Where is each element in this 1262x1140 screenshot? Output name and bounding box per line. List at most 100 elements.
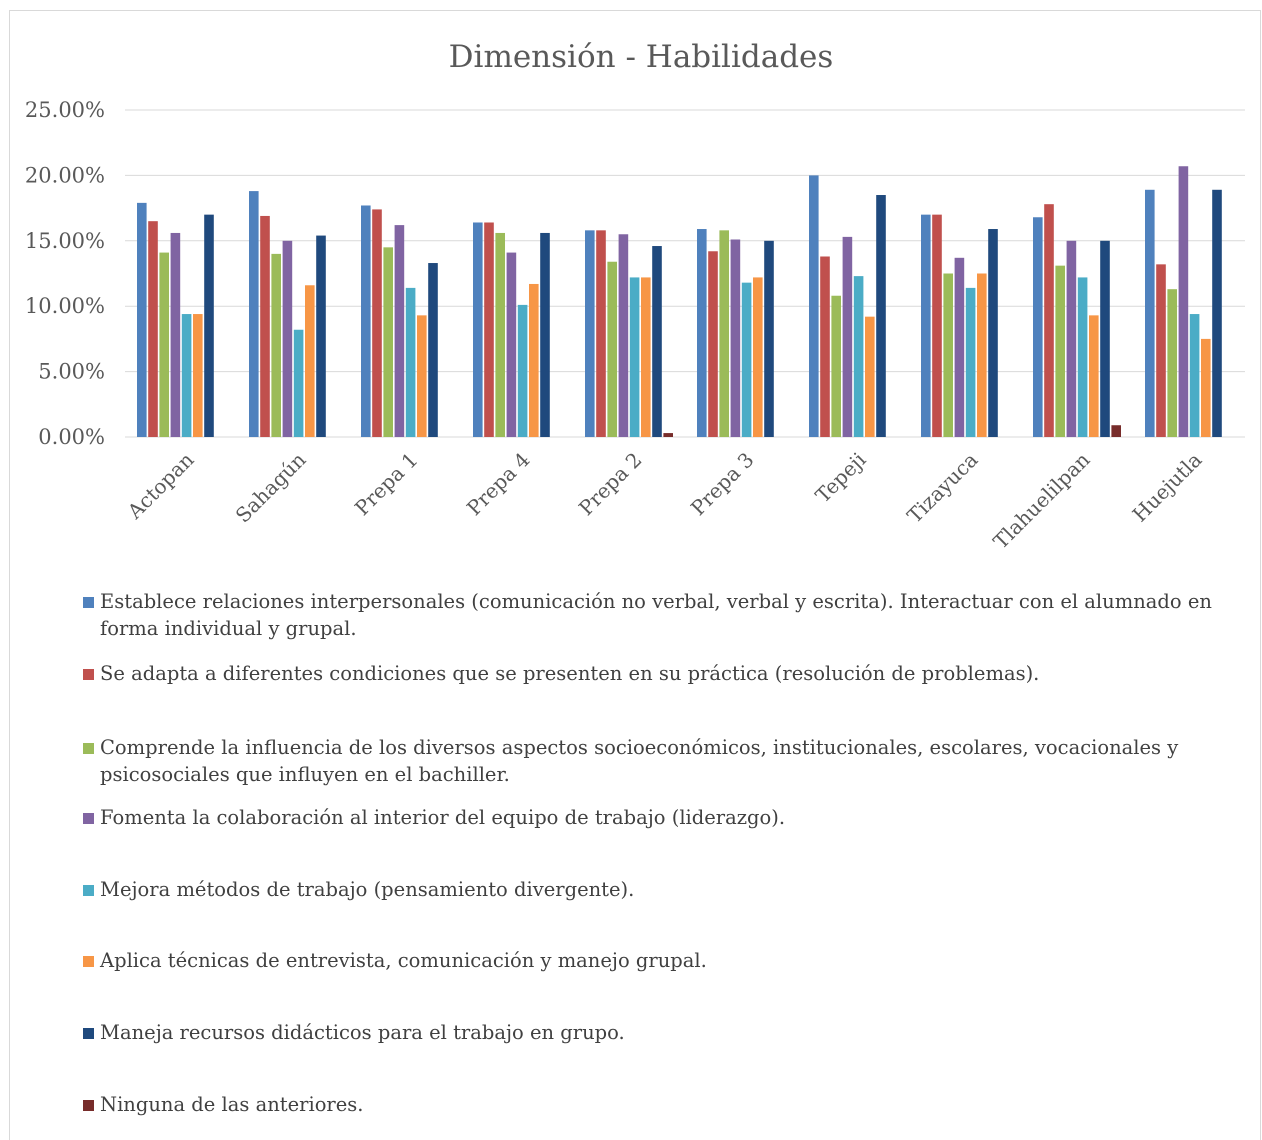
bar bbox=[506, 252, 517, 437]
bar bbox=[943, 273, 953, 437]
bar bbox=[529, 283, 539, 437]
bar bbox=[831, 295, 841, 437]
bar bbox=[809, 175, 819, 437]
bar bbox=[820, 256, 830, 437]
bar bbox=[641, 277, 651, 437]
bar bbox=[293, 329, 304, 437]
category-label: Prepa 2 bbox=[574, 448, 647, 521]
bar bbox=[204, 214, 214, 437]
bar bbox=[663, 433, 673, 437]
bar bbox=[495, 232, 505, 437]
bar bbox=[517, 304, 528, 437]
y-tick-label: 25.00% bbox=[25, 98, 105, 122]
bar bbox=[629, 277, 640, 437]
bar bbox=[652, 246, 662, 437]
bar bbox=[170, 232, 181, 437]
bar bbox=[697, 229, 707, 437]
bar bbox=[708, 251, 718, 437]
bar bbox=[1156, 264, 1166, 437]
legend-label: Se adapta a diferentes condiciones que s… bbox=[100, 662, 1040, 685]
legend-label: Mejora métodos de trabajo (pensamiento d… bbox=[100, 878, 635, 901]
legend-item: Mejora métodos de trabajo (pensamiento d… bbox=[83, 876, 1233, 903]
bar bbox=[1066, 240, 1077, 437]
bar bbox=[921, 214, 931, 437]
bar bbox=[405, 287, 416, 437]
bar bbox=[148, 221, 158, 437]
bar bbox=[1111, 425, 1121, 437]
bar bbox=[316, 235, 326, 437]
bar bbox=[977, 273, 987, 437]
bar bbox=[1077, 277, 1088, 437]
bar bbox=[137, 202, 147, 437]
legend-swatch bbox=[83, 743, 94, 754]
chart-frame bbox=[9, 10, 1261, 1140]
bar bbox=[271, 253, 281, 437]
bar bbox=[585, 230, 595, 437]
legend-label: Establece relaciones interpersonales (co… bbox=[100, 590, 1212, 640]
bar bbox=[282, 240, 293, 437]
bar bbox=[876, 195, 886, 437]
legend-item: Comprende la influencia de los diversos … bbox=[83, 734, 1233, 788]
bar bbox=[965, 287, 976, 437]
legend-swatch bbox=[83, 956, 94, 967]
bar bbox=[954, 257, 965, 437]
bar bbox=[1033, 217, 1043, 437]
bar bbox=[932, 214, 942, 437]
legend-item: Maneja recursos didácticos para el traba… bbox=[83, 1019, 1233, 1046]
bar bbox=[417, 315, 427, 437]
chart-plot: Dimensión - Habilidades 0.00% 5.00% 10.00%… bbox=[25, 39, 1245, 554]
bar bbox=[618, 234, 629, 437]
y-tick-label: 0.00% bbox=[38, 425, 105, 449]
y-tick-label: 15.00% bbox=[25, 229, 105, 253]
bar bbox=[865, 316, 875, 437]
bar bbox=[1178, 166, 1189, 437]
bar bbox=[305, 285, 315, 437]
category-label: Prepa 4 bbox=[462, 448, 535, 521]
bar bbox=[484, 222, 494, 437]
bar bbox=[249, 191, 259, 437]
legend-item: Ninguna de las anteriores. bbox=[83, 1091, 1233, 1118]
category-label: Huejutla bbox=[1128, 448, 1207, 527]
legend-label: Fomenta la colaboración al interior del … bbox=[100, 806, 786, 829]
legend-swatch bbox=[83, 597, 94, 608]
bar bbox=[607, 261, 617, 437]
bar bbox=[753, 277, 763, 437]
category-label: Tizayuca bbox=[902, 448, 982, 528]
y-tick-label: 5.00% bbox=[38, 360, 105, 384]
bar bbox=[372, 209, 382, 437]
bar bbox=[260, 215, 270, 437]
bar bbox=[842, 236, 853, 437]
legend-swatch bbox=[83, 813, 94, 824]
legend-label: Ninguna de las anteriores. bbox=[100, 1093, 364, 1116]
bar bbox=[383, 247, 393, 437]
legend-item: Establece relaciones interpersonales (co… bbox=[83, 588, 1233, 642]
category-label: Tlahuelilpan bbox=[988, 447, 1094, 553]
legend-label: Maneja recursos didácticos para el traba… bbox=[100, 1021, 625, 1044]
legend-swatch bbox=[83, 885, 94, 896]
bar bbox=[853, 276, 864, 437]
legend-swatch bbox=[83, 1028, 94, 1039]
y-tick-label: 20.00% bbox=[25, 163, 105, 187]
bar bbox=[719, 230, 729, 437]
bar bbox=[1055, 265, 1065, 437]
bar bbox=[1044, 204, 1054, 437]
category-label: Sahagún bbox=[231, 447, 311, 527]
category-label: Tepeji bbox=[811, 448, 871, 508]
bar bbox=[596, 230, 606, 437]
category-label: Prepa 3 bbox=[686, 448, 759, 521]
bar bbox=[540, 232, 550, 437]
bar bbox=[741, 282, 752, 437]
category-label: Actopan bbox=[122, 447, 199, 524]
legend-item: Aplica técnicas de entrevista, comunicac… bbox=[83, 947, 1233, 974]
bar bbox=[193, 314, 203, 437]
y-tick-label: 10.00% bbox=[25, 294, 105, 318]
bar bbox=[181, 314, 192, 437]
legend-item: Fomenta la colaboración al interior del … bbox=[83, 804, 1233, 831]
bar bbox=[1189, 314, 1200, 437]
bar bbox=[394, 225, 405, 437]
bar bbox=[730, 239, 741, 437]
legend-item: Se adapta a diferentes condiciones que s… bbox=[83, 660, 1233, 687]
bar bbox=[988, 229, 998, 437]
category-label: Prepa 1 bbox=[350, 448, 423, 521]
bar bbox=[361, 205, 371, 437]
